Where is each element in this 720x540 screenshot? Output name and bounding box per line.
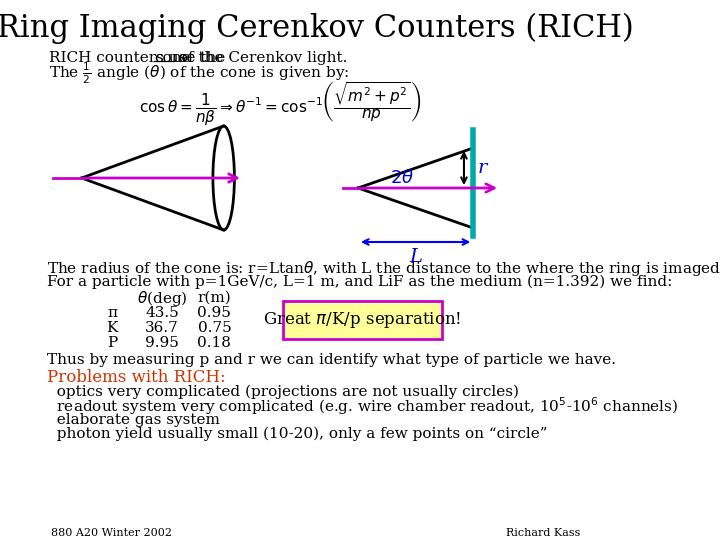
- Text: π: π: [107, 306, 117, 320]
- Text: L: L: [409, 248, 422, 266]
- Text: Problems with RICH:: Problems with RICH:: [47, 369, 225, 387]
- Text: Richard Kass: Richard Kass: [506, 528, 580, 538]
- Text: readout system very complicated (e.g. wire chamber readout, 10$^5$-10$^6$ channe: readout system very complicated (e.g. wi…: [47, 395, 678, 417]
- Text: 36.7: 36.7: [145, 321, 179, 335]
- Text: RICH counters use the: RICH counters use the: [48, 51, 230, 65]
- Text: 880 A20 Winter 2002: 880 A20 Winter 2002: [51, 528, 172, 538]
- Text: $\theta$(deg): $\theta$(deg): [137, 288, 187, 307]
- Text: photon yield usually small (10-20), only a few points on “circle”: photon yield usually small (10-20), only…: [47, 427, 547, 441]
- Text: 9.95: 9.95: [145, 336, 179, 350]
- Text: The $\frac{1}{2}$ angle ($\theta$) of the cone is given by:: The $\frac{1}{2}$ angle ($\theta$) of th…: [48, 60, 349, 86]
- Text: r(m): r(m): [197, 291, 231, 305]
- FancyBboxPatch shape: [283, 301, 441, 339]
- Text: $\cos\theta = \dfrac{1}{n\beta} \Rightarrow \theta^{-1} = \cos^{-1}\!\left(\dfra: $\cos\theta = \dfrac{1}{n\beta} \Rightar…: [139, 79, 422, 127]
- Text: Ring Imaging Cerenkov Counters (RICH): Ring Imaging Cerenkov Counters (RICH): [0, 12, 634, 44]
- Text: K: K: [107, 321, 118, 335]
- Text: optics very complicated (projections are not usually circles): optics very complicated (projections are…: [47, 385, 519, 399]
- Text: cone: cone: [154, 51, 190, 65]
- Text: 0.18: 0.18: [197, 336, 231, 350]
- Text: 43.5: 43.5: [145, 306, 179, 320]
- Text: The radius of the cone is: r=Ltan$\theta$, with L the distance to the where the : The radius of the cone is: r=Ltan$\theta…: [47, 259, 720, 278]
- Text: 0.75: 0.75: [197, 321, 231, 335]
- Text: of the Cerenkov light.: of the Cerenkov light.: [174, 51, 347, 65]
- Text: For a particle with p=1GeV/c, L=1 m, and LiF as the medium (n=1.392) we find:: For a particle with p=1GeV/c, L=1 m, and…: [47, 275, 672, 289]
- Text: elaborate gas system: elaborate gas system: [47, 413, 220, 427]
- Text: Thus by measuring p and r we can identify what type of particle we have.: Thus by measuring p and r we can identif…: [47, 353, 616, 367]
- Text: r: r: [478, 159, 487, 177]
- Text: Great $\pi$/K/p separation!: Great $\pi$/K/p separation!: [263, 310, 461, 330]
- Text: P: P: [107, 336, 117, 350]
- Text: 0.95: 0.95: [197, 306, 231, 320]
- Text: $2\theta$: $2\theta$: [390, 169, 415, 187]
